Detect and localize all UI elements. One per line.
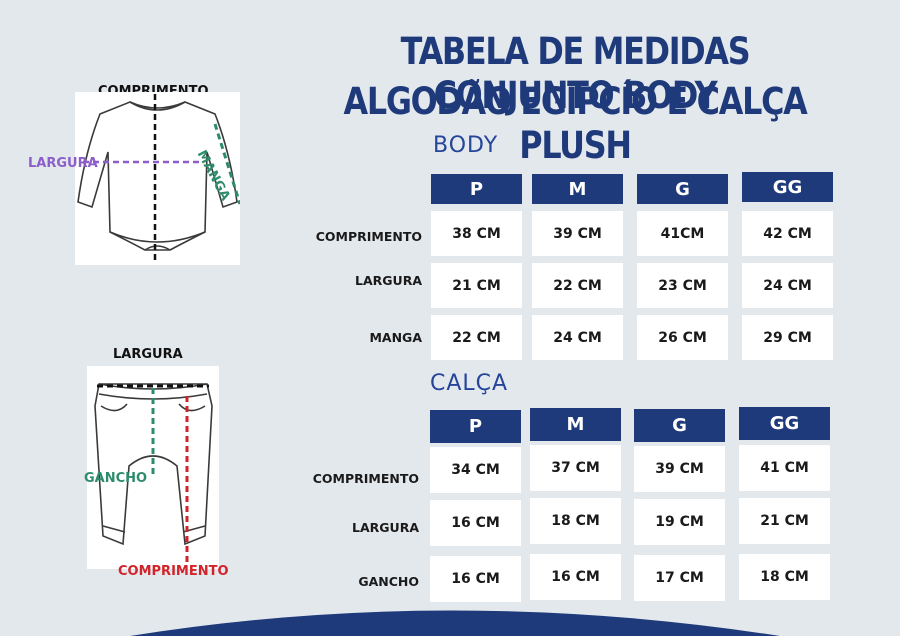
body-size-header: G — [637, 174, 728, 204]
body-cell: 24 CM — [742, 263, 833, 308]
calca-cell: 34 CM — [430, 447, 521, 493]
pants-comprimento-label: COMPRIMENTO — [118, 564, 229, 579]
body-cell: 21 CM — [431, 263, 522, 308]
body-cell: 42 CM — [742, 211, 833, 256]
body-cell: 22 CM — [431, 315, 522, 360]
calca-row-label: LARGURA — [352, 520, 419, 535]
body-cell: 26 CM — [637, 315, 728, 360]
body-cell: 24 CM — [532, 315, 623, 360]
body-row-label: MANGA — [369, 330, 422, 345]
body-cell: 23 CM — [637, 263, 728, 308]
body-row-label: COMPRIMENTO — [315, 229, 422, 244]
calca-section-title: CALÇA — [430, 371, 509, 396]
body-cell: 39 CM — [532, 211, 623, 256]
calca-row-label: COMPRIMENTO — [312, 471, 419, 486]
calca-size-header: GG — [739, 407, 830, 440]
body-illustration — [75, 92, 242, 265]
body-size-header: GG — [742, 172, 833, 202]
calca-row-label: GANCHO — [358, 574, 419, 589]
calca-cell: 16 CM — [430, 556, 521, 602]
body-row-label: LARGURA — [355, 273, 422, 288]
body-cell: 29 CM — [742, 315, 833, 360]
pants-largura-label: LARGURA — [113, 347, 183, 362]
calca-cell: 16 CM — [430, 500, 521, 546]
page-title-line2: ALGODÃO EGIPCÍO E CALÇA PLUSH — [343, 80, 808, 167]
calca-cell: 41 CM — [739, 445, 830, 491]
body-size-header: M — [532, 174, 623, 204]
body-largura-label: LARGURA — [28, 156, 98, 171]
calca-cell: 39 CM — [634, 446, 725, 492]
calca-cell: 17 CM — [634, 555, 725, 601]
calca-cell: 18 CM — [739, 554, 830, 600]
calca-size-header: P — [430, 410, 521, 443]
body-size-header: P — [431, 174, 522, 204]
calca-size-header: G — [634, 409, 725, 442]
calca-cell: 37 CM — [530, 445, 621, 491]
calca-cell: 18 CM — [530, 498, 621, 544]
pants-illustration — [87, 366, 219, 569]
body-cell: 41CM — [637, 211, 728, 256]
calca-cell: 21 CM — [739, 498, 830, 544]
body-section-title: BODY — [433, 133, 499, 158]
pants-gancho-label: GANCHO — [84, 471, 148, 486]
calca-cell: 19 CM — [634, 499, 725, 545]
page-title-line1: TABELA DE MEDIDAS CONJUNTO BODY — [400, 30, 751, 117]
body-cell: 38 CM — [431, 211, 522, 256]
calca-size-header: M — [530, 408, 621, 441]
calca-cell: 16 CM — [530, 554, 621, 600]
body-cell: 22 CM — [532, 263, 623, 308]
